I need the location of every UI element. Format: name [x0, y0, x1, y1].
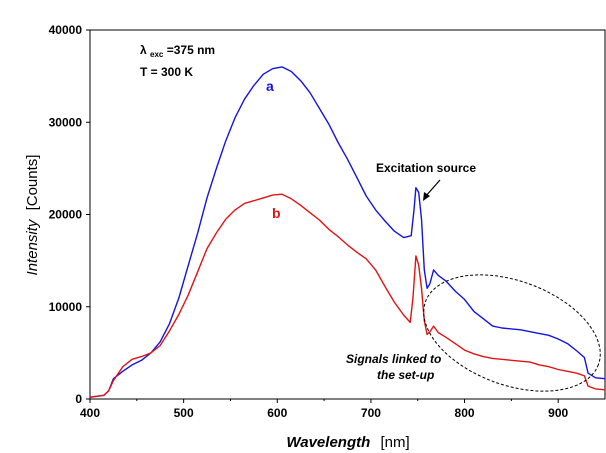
- setup-signals-ellipse: [423, 274, 601, 392]
- plot-frame: [89, 29, 606, 400]
- lambda-symbol: λ: [140, 43, 147, 57]
- x-axis-label-unit: [nm]: [380, 434, 409, 451]
- y-axis-label: Intensity [Counts]: [24, 155, 41, 276]
- y-axis: 0 10000 20000 30000 40000: [49, 23, 90, 406]
- temperature-annotation: T = 300 K: [140, 65, 193, 79]
- series-a-line: [89, 66, 606, 398]
- x-axis-label: Wavelength [nm]: [286, 434, 409, 451]
- x-axis-label-name: Wavelength: [286, 434, 370, 451]
- excitation-arrow-line: [424, 179, 441, 198]
- series-b-label: b: [272, 205, 281, 221]
- series-a-label: a: [266, 78, 274, 94]
- y-axis-label-unit: [Counts]: [24, 155, 41, 211]
- excitation-wavelength-annotation: λ exc =375 nm: [140, 43, 215, 60]
- x-tick-label-400: 400: [80, 406, 100, 420]
- lambda-subscript: exc: [150, 50, 164, 59]
- series-b-line: [89, 193, 606, 398]
- y-tick-label-0: 0: [75, 392, 82, 406]
- x-tick-label-500: 500: [174, 406, 194, 420]
- x-tick-label-900: 900: [548, 406, 568, 420]
- lambda-value: =375 nm: [167, 43, 215, 57]
- y-tick-label-40000: 40000: [49, 23, 83, 37]
- x-axis: 400 500 600 700 800 900: [80, 399, 569, 420]
- series-layer: [89, 66, 606, 398]
- y-tick-label-30000: 30000: [49, 115, 83, 129]
- excitation-source-annotation: Excitation source: [376, 161, 476, 175]
- x-tick-label-800: 800: [455, 406, 475, 420]
- y-tick-label-20000: 20000: [49, 208, 83, 222]
- y-tick-label-10000: 10000: [49, 300, 83, 314]
- setup-signals-annotation-line2: the set-up: [377, 368, 434, 382]
- excitation-arrowhead: [423, 192, 430, 201]
- setup-signals-annotation-line1: Signals linked to: [346, 352, 441, 366]
- y-axis-label-name: Intensity: [24, 218, 41, 275]
- x-tick-label-600: 600: [267, 406, 287, 420]
- x-tick-label-700: 700: [361, 406, 381, 420]
